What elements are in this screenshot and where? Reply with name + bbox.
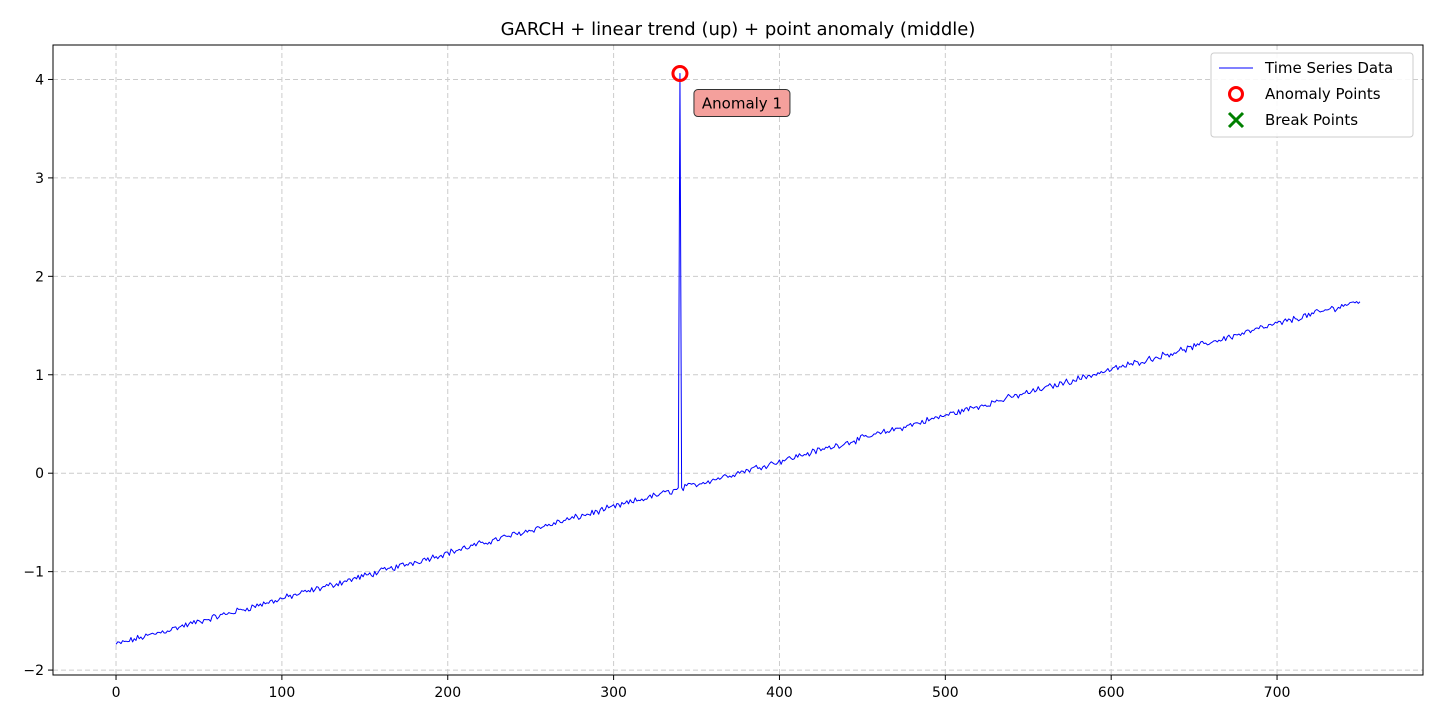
anomaly-marker xyxy=(671,65,689,83)
chart-title: GARCH + linear trend (up) + point anomal… xyxy=(501,19,976,40)
x-tick-label: 400 xyxy=(766,685,793,701)
legend-label: Break Points xyxy=(1265,111,1358,129)
y-tick-label: 2 xyxy=(35,269,44,285)
y-tick-label: −1 xyxy=(23,565,44,581)
legend-swatch-anomaly xyxy=(1228,86,1244,102)
x-tick-label: 100 xyxy=(269,685,296,701)
anomaly-annotation-box xyxy=(693,89,791,118)
plot-frame xyxy=(52,44,1424,676)
x-tick-label: 200 xyxy=(434,685,461,701)
legend-label: Anomaly Points xyxy=(1265,85,1381,103)
y-tick-label: 0 xyxy=(35,466,44,482)
x-tick-label: 500 xyxy=(932,685,959,701)
anomaly-annotation-label: Anomaly 1 xyxy=(702,95,782,113)
series-line xyxy=(115,73,1361,645)
legend-box xyxy=(1210,52,1414,138)
y-tick-label: 3 xyxy=(35,171,44,187)
legend-label: Time Series Data xyxy=(1264,59,1393,77)
series-layer xyxy=(115,73,1361,645)
y-tick-label: −2 xyxy=(23,663,44,679)
x-tick-label: 600 xyxy=(1098,685,1125,701)
x-tick-label: 300 xyxy=(600,685,627,701)
grid xyxy=(53,45,1423,675)
legend: Time Series Data Anomaly Points Break Poin… xyxy=(1210,52,1414,138)
x-tick-label: 700 xyxy=(1264,685,1291,701)
legend-swatch-break xyxy=(1227,111,1245,129)
y-tick-label: 1 xyxy=(35,368,44,384)
axes: 0 100 200 300 400 500 600 700 −2 −1 0 1 2 3 4 xyxy=(23,72,1290,701)
marker-layer: Anomaly 1 xyxy=(671,65,791,118)
y-tick-label: 4 xyxy=(35,72,44,88)
x-tick-label: 0 xyxy=(112,685,121,701)
